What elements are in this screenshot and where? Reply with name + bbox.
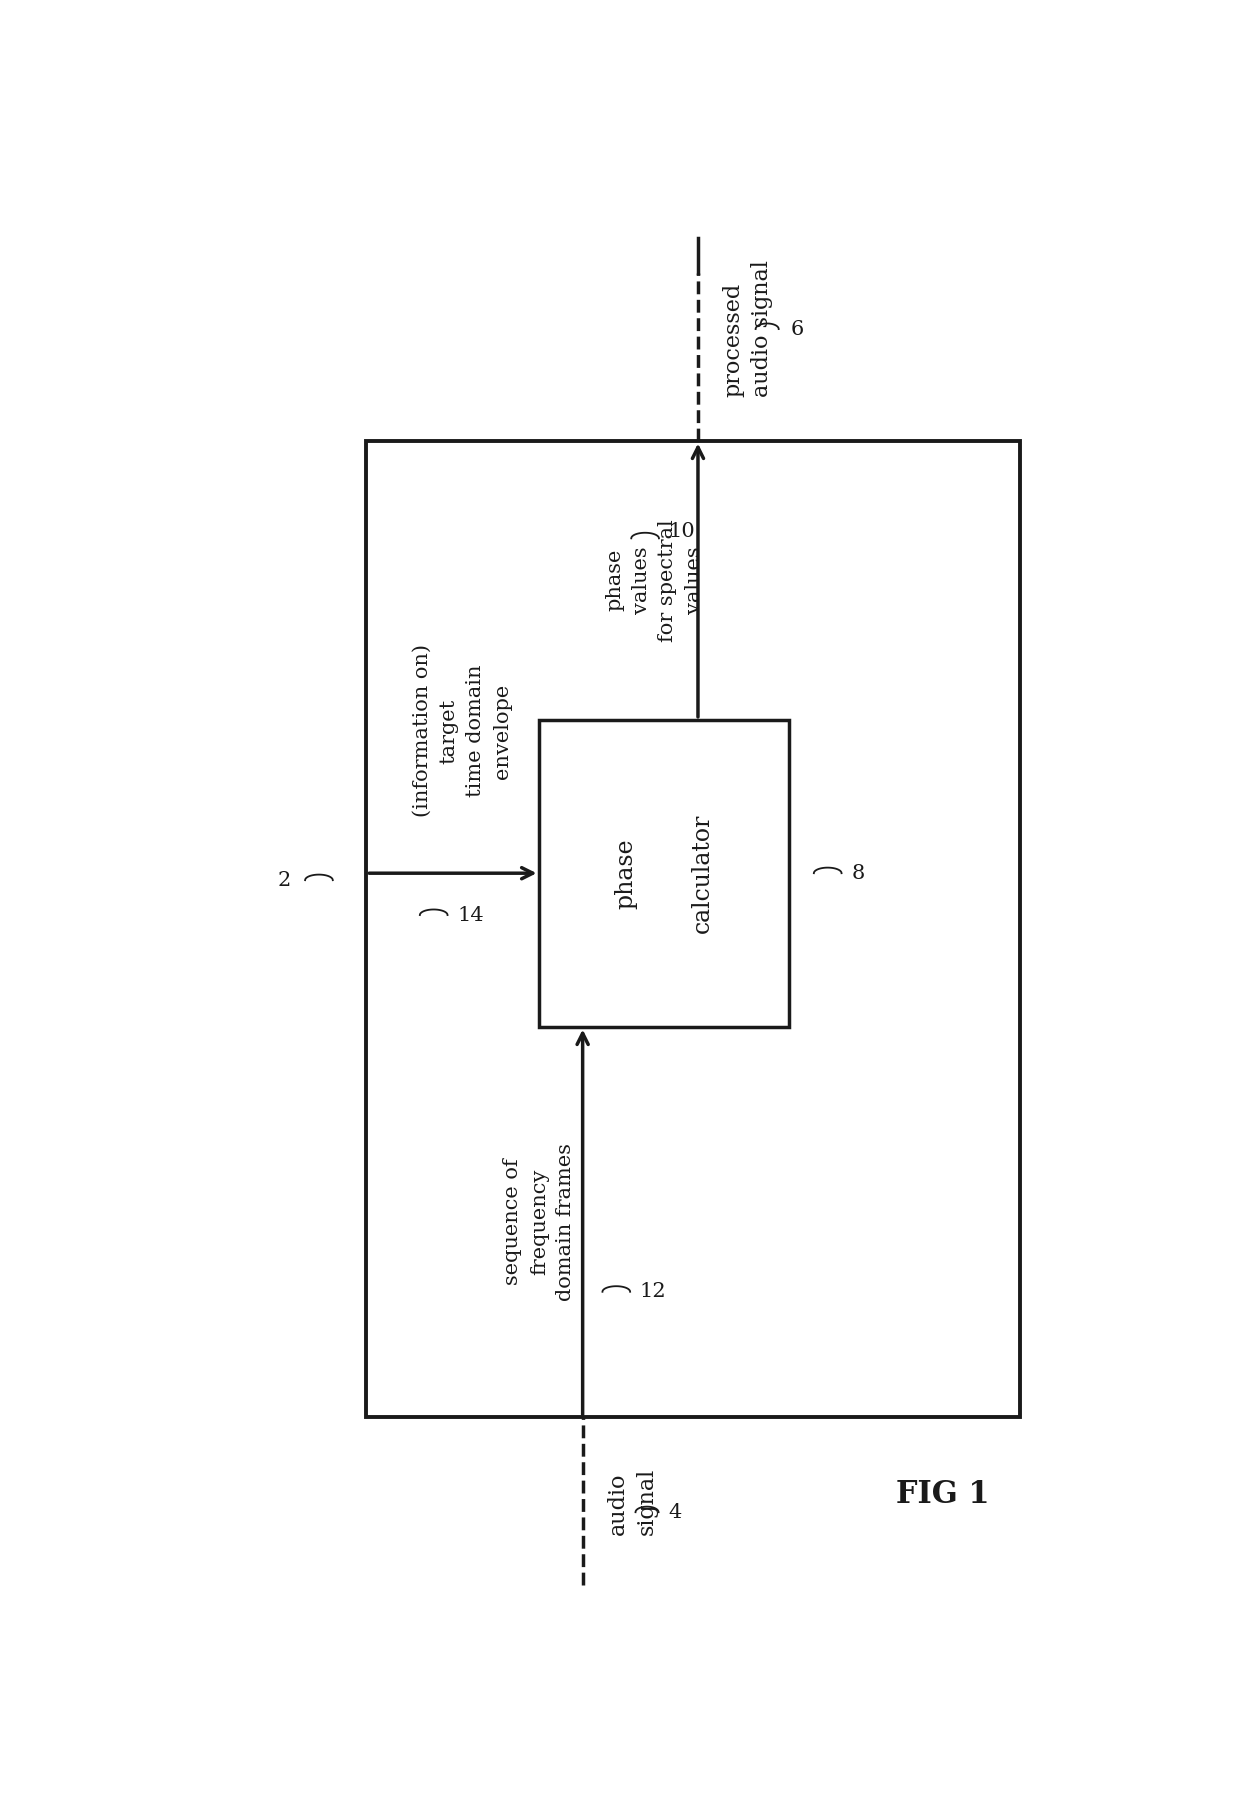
- Text: FIG 1: FIG 1: [897, 1479, 990, 1509]
- Text: 14: 14: [458, 906, 484, 924]
- Text: (information on)
target
time domain
envelope: (information on) target time domain enve…: [413, 645, 512, 817]
- Text: phase: phase: [614, 837, 637, 908]
- Bar: [539, 719, 790, 1027]
- Bar: [367, 440, 1019, 1417]
- Text: audio
signal: audio signal: [606, 1468, 657, 1535]
- Text: 4: 4: [668, 1502, 682, 1522]
- Text: calculator: calculator: [691, 814, 714, 933]
- Text: 12: 12: [640, 1283, 666, 1301]
- Text: 6: 6: [790, 319, 804, 339]
- Text: 10: 10: [668, 522, 696, 540]
- Text: sequence of
frequency
domain frames: sequence of frequency domain frames: [503, 1143, 575, 1301]
- Text: 2: 2: [278, 872, 290, 890]
- Text: 8: 8: [851, 864, 864, 882]
- Text: processed
audio signal: processed audio signal: [722, 261, 773, 397]
- Text: phase
values
for spectral
values: phase values for spectral values: [605, 518, 704, 641]
